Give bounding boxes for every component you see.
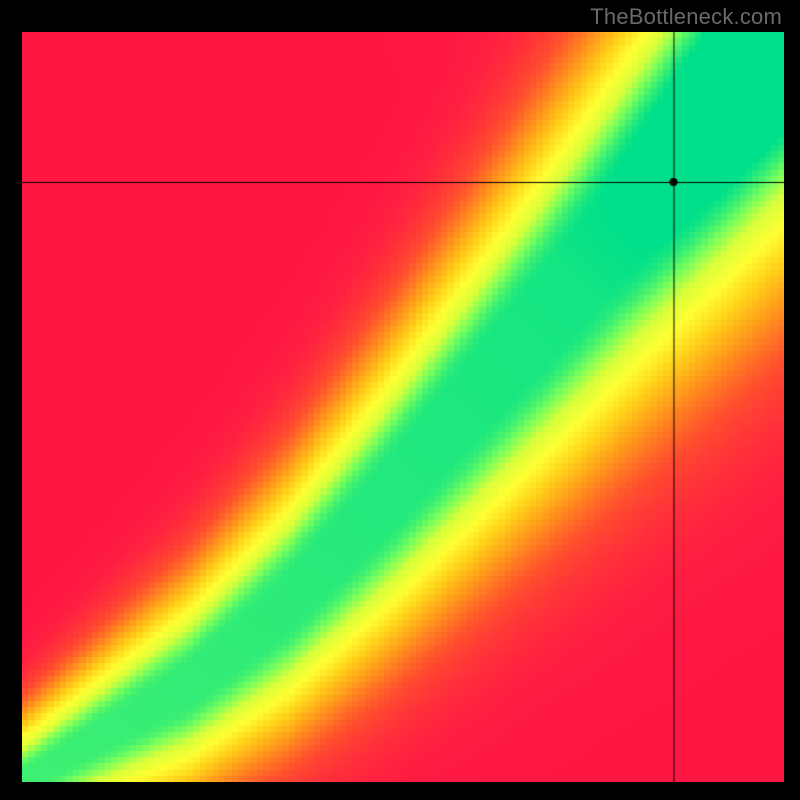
watermark-text: TheBottleneck.com	[590, 4, 782, 30]
bottleneck-heatmap	[22, 32, 784, 782]
